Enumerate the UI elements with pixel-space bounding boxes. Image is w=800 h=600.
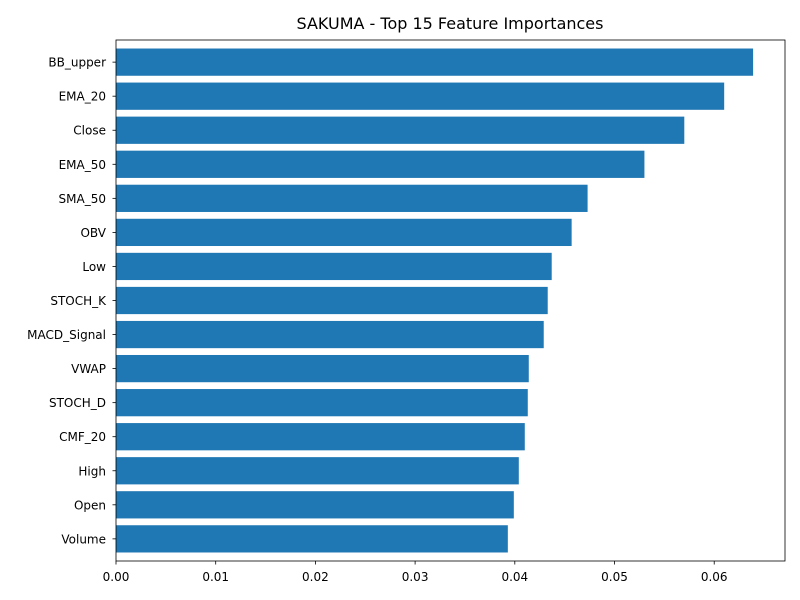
x-tick-label: 0.03 bbox=[402, 570, 429, 584]
y-tick-label: EMA_50 bbox=[59, 158, 106, 172]
bar-macd-signal bbox=[116, 320, 544, 349]
bar-high bbox=[116, 457, 519, 485]
x-tick-label: 0.00 bbox=[103, 570, 130, 584]
bars-group bbox=[116, 48, 754, 553]
x-tick-label: 0.04 bbox=[501, 570, 528, 584]
bar-bb-upper bbox=[116, 48, 754, 76]
bar-cmf-20 bbox=[116, 423, 525, 451]
y-tick-label: High bbox=[78, 464, 106, 478]
bar-low bbox=[116, 252, 552, 281]
y-tick-label: SMA_50 bbox=[59, 192, 106, 206]
x-tick-label: 0.06 bbox=[701, 570, 728, 584]
x-tick-label: 0.02 bbox=[302, 570, 329, 584]
y-tick-label: STOCH_K bbox=[50, 294, 107, 308]
y-tick-label: OBV bbox=[80, 226, 106, 240]
x-axis-ticks: 0.00 0.01 0.02 0.03 0.04 0.05 0.06 bbox=[103, 561, 728, 584]
bar-ema-50 bbox=[116, 150, 645, 178]
y-tick-label: CMF_20 bbox=[59, 430, 106, 444]
y-tick-label: BB_upper bbox=[48, 56, 106, 70]
y-tick-label: Open bbox=[74, 498, 106, 512]
bar-close bbox=[116, 116, 685, 144]
y-tick-labels: BB_upper EMA_20 Close EMA_50 SMA_50 OBV Low STO… bbox=[27, 56, 116, 546]
x-tick-label: 0.05 bbox=[601, 570, 628, 584]
bar-sma-50 bbox=[116, 184, 588, 212]
axes-frame bbox=[115, 39, 786, 562]
chart-title: SAKUMA - Top 15 Feature Importances bbox=[297, 14, 604, 33]
bar-stoch-d bbox=[116, 389, 528, 417]
y-tick-label: Volume bbox=[61, 532, 106, 546]
bar-vwap bbox=[116, 354, 529, 383]
bar-open bbox=[116, 491, 514, 519]
x-tick-label: 0.01 bbox=[202, 570, 229, 584]
y-tick-label: Low bbox=[82, 260, 106, 274]
bar-obv bbox=[116, 218, 572, 247]
y-tick-label: EMA_20 bbox=[59, 90, 106, 104]
bar-ema-20 bbox=[116, 82, 725, 110]
y-tick-label: STOCH_D bbox=[49, 396, 106, 410]
bar-volume bbox=[116, 525, 508, 553]
plot-frame bbox=[115, 39, 786, 562]
y-tick-label: Close bbox=[73, 124, 106, 138]
y-tick-label: MACD_Signal bbox=[27, 328, 106, 342]
bar-stoch-k bbox=[116, 286, 548, 315]
y-tick-label: VWAP bbox=[71, 362, 106, 376]
